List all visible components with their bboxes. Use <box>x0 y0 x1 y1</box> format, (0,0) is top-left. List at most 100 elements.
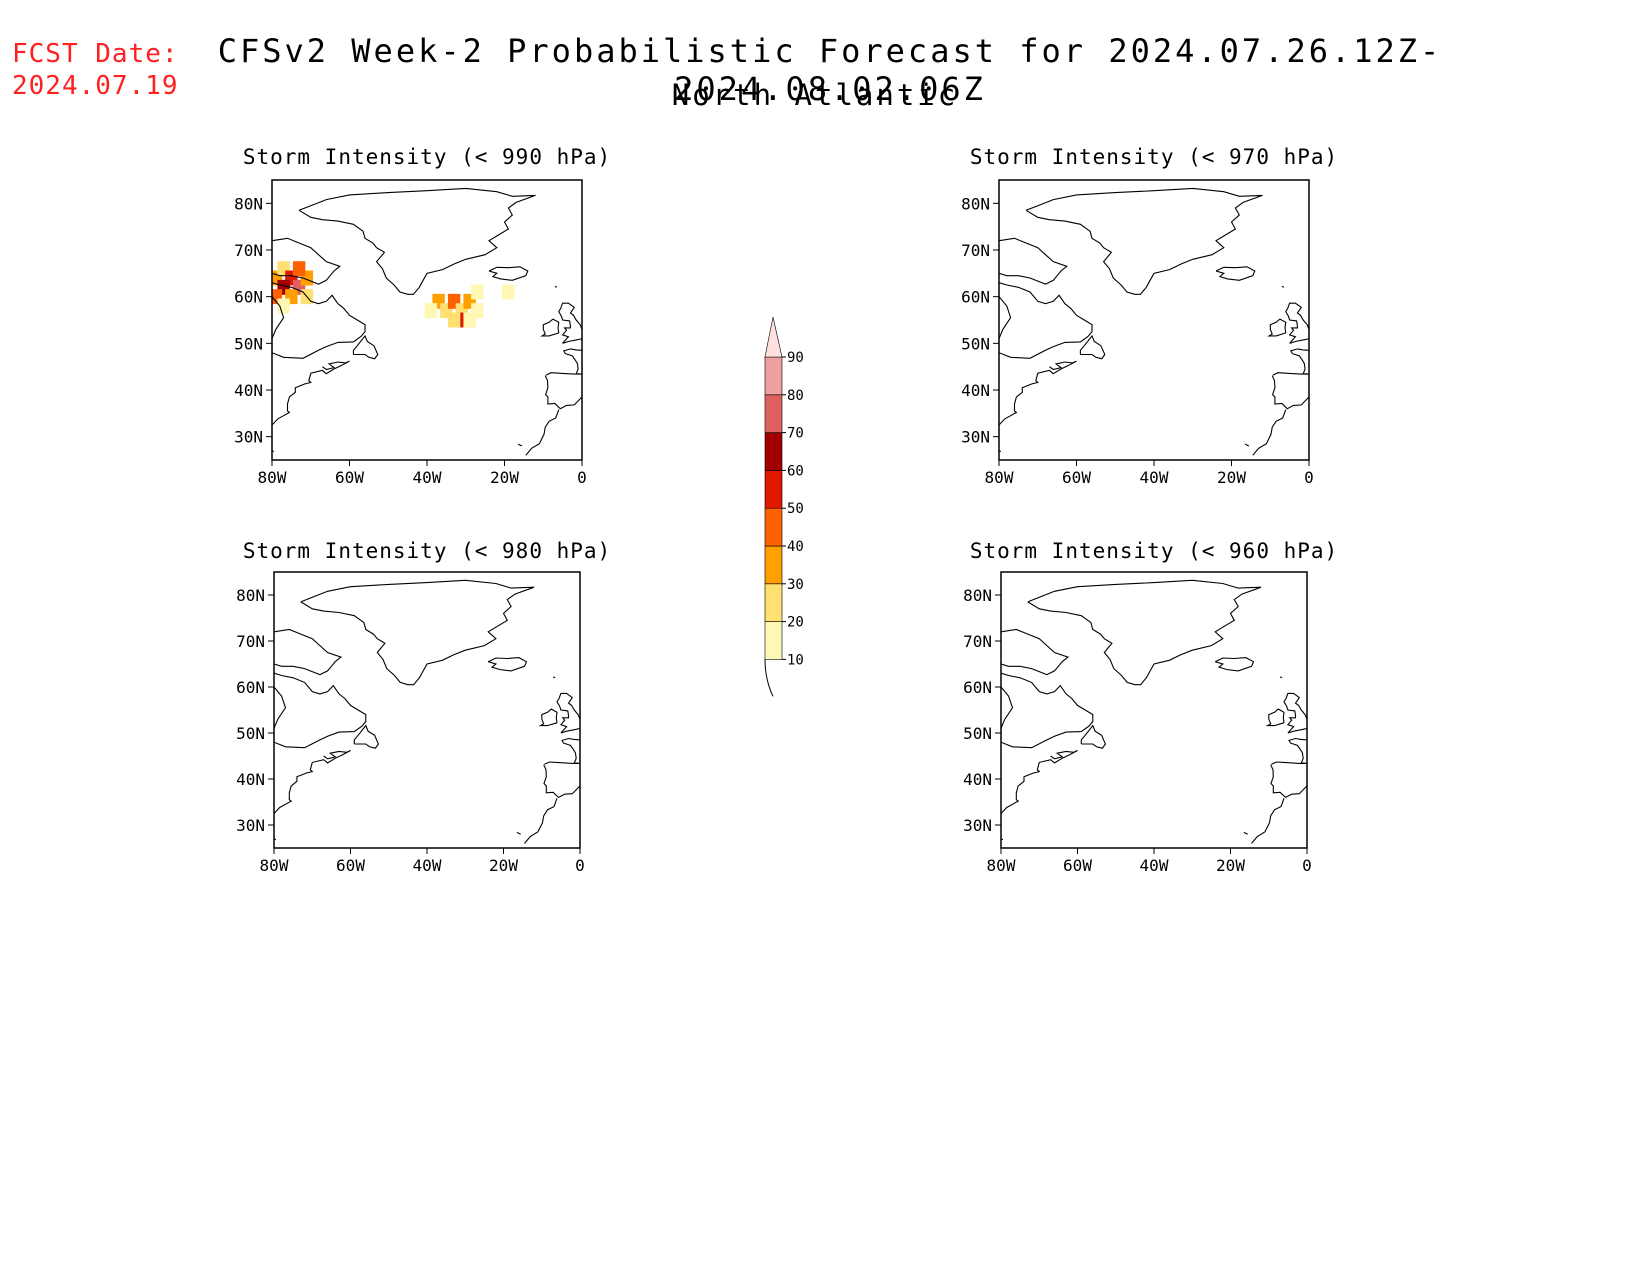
coastline-ireland <box>538 708 558 727</box>
lon-tick-label: 0 <box>577 468 587 487</box>
coastline-faroe <box>1279 676 1283 679</box>
coastline-morocco <box>524 798 558 844</box>
colorbar-top-arrow <box>764 316 783 358</box>
coastline-maritimes <box>1001 750 1078 814</box>
lat-tick-label: 60N <box>234 288 263 307</box>
coastline-maritimes <box>274 750 351 814</box>
coastline-europe <box>544 375 582 410</box>
probability-cell <box>292 261 306 277</box>
lon-tick-label: 40W <box>413 856 442 875</box>
panel-title: Storm Intensity (< 960 hPa) <box>970 539 1338 563</box>
coastline-maritimes <box>999 360 1077 426</box>
lat-tick-label: 70N <box>963 632 992 651</box>
coastline-morocco <box>1251 798 1285 844</box>
coastline-europe <box>1271 375 1309 410</box>
coastline-faroe <box>554 285 558 288</box>
page-title: CFSv2 Week-2 Probabilistic Forecast for … <box>217 32 1443 108</box>
coastline-newfoundland <box>1079 334 1106 360</box>
lon-tick-label: 0 <box>575 856 585 875</box>
probability-cell <box>424 303 438 319</box>
colorbar-label: 50 <box>787 501 804 517</box>
coastline-biscay <box>544 761 580 765</box>
colorbar-label: 90 <box>787 350 804 366</box>
coastline-britain <box>556 692 580 734</box>
coastline-maritimes <box>272 360 350 426</box>
lat-tick-label: 60N <box>236 678 265 697</box>
colorbar-label: 20 <box>787 615 804 631</box>
map-frame <box>271 179 583 461</box>
coastline-faroe <box>552 676 556 679</box>
lat-tick-label: 80N <box>963 586 992 605</box>
lon-tick-label: 0 <box>1304 468 1314 487</box>
lon-tick-label: 60W <box>1062 468 1091 487</box>
lon-tick-label: 40W <box>1140 856 1169 875</box>
lat-tick-label: 50N <box>234 334 263 353</box>
coastline-baffin <box>1001 628 1070 676</box>
coastline-ireland <box>1265 708 1285 727</box>
lon-tick-label: 60W <box>336 856 365 875</box>
coastline-newfoundland <box>353 724 380 749</box>
lat-tick-label: 40N <box>961 381 990 400</box>
lon-tick-label: 20W <box>1216 856 1245 875</box>
map-frame <box>998 179 1310 461</box>
colorbar-segment <box>764 545 783 585</box>
lat-tick-label: 70N <box>236 632 265 651</box>
map-panel-p960: Storm Intensity (< 960 hPa) 80N 70N 60N 50N 4… <box>963 539 1338 875</box>
probability-cell <box>471 284 484 300</box>
coastline-greenland <box>298 187 536 295</box>
coastline-iceland <box>1215 266 1256 281</box>
coastline-greenland <box>1025 187 1263 295</box>
region-subtitle: North Atlantic <box>671 78 959 112</box>
colorbar-segment <box>764 356 783 396</box>
coastline-greenland <box>1027 579 1262 686</box>
lon-tick-label: 20W <box>490 468 519 487</box>
coastline-brittany <box>561 737 580 764</box>
map-frame <box>273 571 581 849</box>
colorbar-bottom-arrow <box>764 659 774 697</box>
coastline-newfoundland <box>1080 724 1107 749</box>
colorbar-segment <box>764 507 783 547</box>
forecast-date-label: FCST Date: <box>12 39 179 69</box>
lon-tick-label: 80W <box>985 468 1014 487</box>
coastline-britain <box>1285 302 1309 344</box>
coastline-labrador <box>1001 672 1094 749</box>
probability-cell <box>447 312 461 328</box>
colorbar-label: 30 <box>787 577 804 593</box>
coastline-labrador <box>274 672 367 749</box>
lat-tick-label: 50N <box>963 724 992 743</box>
coastline-labrador <box>999 282 1093 359</box>
coastline-baffin <box>999 237 1068 285</box>
lat-tick-label: 40N <box>236 770 265 789</box>
lon-tick-label: 20W <box>489 856 518 875</box>
panel-title: Storm Intensity (< 970 hPa) <box>970 145 1338 169</box>
lat-tick-label: 50N <box>236 724 265 743</box>
lon-tick-label: 0 <box>1302 856 1312 875</box>
coastline-iceland <box>487 657 528 672</box>
colorbar-label: 40 <box>787 539 804 555</box>
lat-tick-label: 80N <box>236 586 265 605</box>
coastline-baffin <box>272 237 341 285</box>
coastline-biscay <box>1271 761 1307 765</box>
colorbar: 10 20 30 40 50 60 70 80 90 <box>764 316 804 697</box>
colorbar-segment <box>764 394 783 433</box>
panel-title: Storm Intensity (< 980 hPa) <box>243 539 611 563</box>
forecast-date-value: 2024.07.19 <box>12 71 179 101</box>
lon-tick-label: 40W <box>1140 468 1169 487</box>
probability-cell <box>272 289 283 305</box>
coastline-iceland <box>1214 657 1255 672</box>
coastline-iceland <box>488 266 529 281</box>
lat-tick-label: 30N <box>234 428 263 447</box>
lon-tick-label: 20W <box>1217 468 1246 487</box>
coastline-canary <box>1244 443 1250 447</box>
lat-tick-label: 70N <box>234 241 263 260</box>
lat-tick-label: 30N <box>236 816 265 835</box>
coastline-brittany <box>1288 737 1307 764</box>
coastline-morocco <box>1252 409 1287 456</box>
coastline-canary <box>517 443 523 447</box>
coastline-greenland <box>300 579 535 686</box>
map-panel-p990: Storm Intensity (< 990 hPa) 80N 70N 60N 50N 4… <box>234 145 610 487</box>
colorbar-label: 10 <box>787 652 804 668</box>
probability-cell <box>502 284 515 300</box>
colorbar-segment <box>764 583 783 622</box>
coastline-newfoundland <box>352 334 379 360</box>
